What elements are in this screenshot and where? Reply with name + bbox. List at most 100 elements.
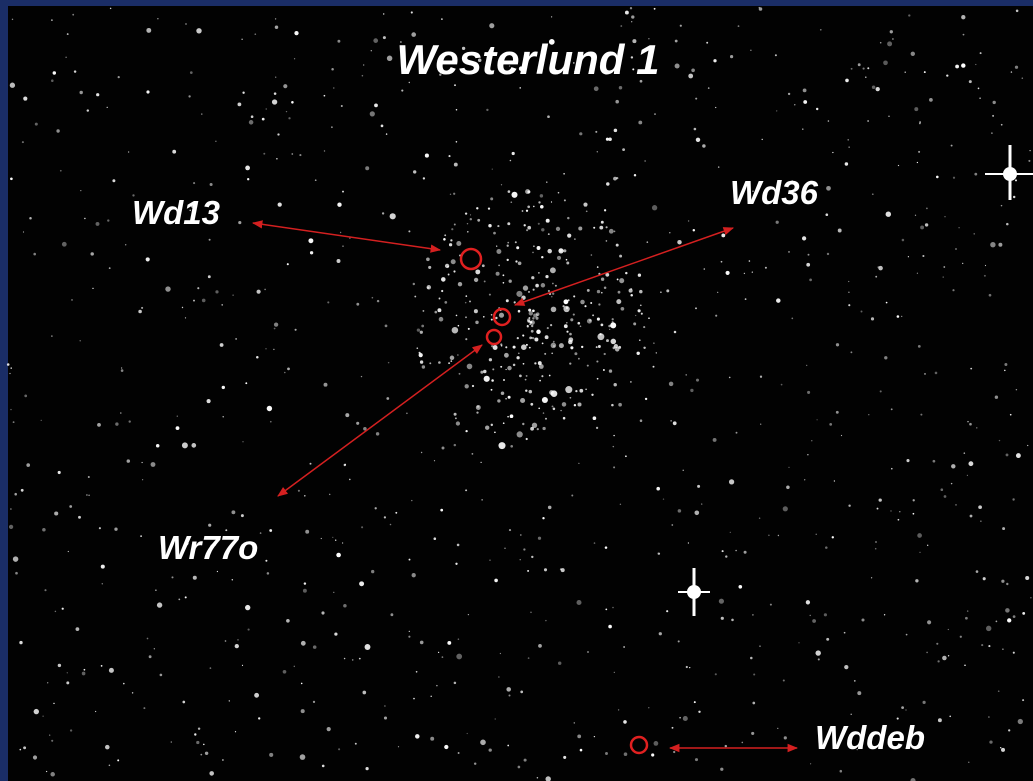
star <box>575 390 577 392</box>
star <box>1002 648 1004 650</box>
star <box>868 414 869 415</box>
star <box>897 315 900 318</box>
star <box>456 654 462 660</box>
star <box>867 120 869 122</box>
star <box>437 308 441 312</box>
star <box>538 644 542 648</box>
star <box>596 360 598 362</box>
star <box>901 706 904 709</box>
star <box>613 383 616 386</box>
star <box>324 150 325 151</box>
star <box>581 346 583 348</box>
star <box>906 459 909 462</box>
star <box>759 7 760 8</box>
star <box>978 505 982 509</box>
star <box>519 87 521 89</box>
star <box>321 611 324 614</box>
star <box>146 257 150 261</box>
star <box>198 727 200 729</box>
star <box>559 343 564 348</box>
star <box>721 617 724 620</box>
star <box>580 749 583 752</box>
star <box>382 212 384 214</box>
star <box>501 391 505 395</box>
star <box>480 462 481 463</box>
star <box>537 246 541 250</box>
star <box>191 443 196 448</box>
star <box>541 375 543 377</box>
star <box>157 18 158 19</box>
star <box>386 397 389 400</box>
star <box>375 507 377 509</box>
star <box>101 565 105 569</box>
star <box>146 90 149 93</box>
star <box>9 373 10 374</box>
star <box>499 313 504 318</box>
star <box>146 28 151 33</box>
star <box>886 211 891 216</box>
star <box>518 261 522 265</box>
star <box>574 238 576 240</box>
star <box>35 123 38 126</box>
star <box>695 758 698 761</box>
star <box>887 41 892 46</box>
star <box>110 8 112 10</box>
star <box>670 420 671 421</box>
star <box>599 226 603 230</box>
star <box>806 600 810 604</box>
star <box>697 485 700 488</box>
star <box>465 302 467 304</box>
star <box>1004 363 1007 366</box>
star <box>601 278 604 281</box>
star <box>983 577 986 580</box>
star <box>362 691 366 695</box>
star <box>951 145 953 147</box>
star <box>526 375 528 377</box>
star <box>422 310 424 312</box>
star <box>689 667 690 668</box>
star <box>663 498 664 499</box>
star <box>141 307 143 309</box>
star <box>474 309 478 313</box>
star <box>890 510 891 511</box>
star <box>521 344 527 350</box>
star <box>890 30 893 33</box>
star <box>788 251 790 253</box>
star <box>713 59 716 62</box>
star <box>451 259 456 264</box>
star <box>520 534 522 536</box>
star <box>653 342 655 344</box>
star <box>101 665 103 667</box>
star <box>496 272 500 276</box>
star <box>468 614 469 615</box>
star <box>13 556 18 561</box>
star <box>811 440 812 441</box>
star <box>452 327 459 334</box>
star <box>534 362 536 364</box>
star <box>927 545 928 546</box>
star <box>911 52 915 56</box>
star <box>342 245 343 246</box>
star <box>609 229 614 234</box>
star <box>421 452 422 453</box>
star <box>579 389 583 393</box>
star <box>880 42 882 44</box>
star <box>373 38 378 43</box>
star <box>1005 608 1010 613</box>
star <box>263 153 265 155</box>
star <box>815 650 820 655</box>
star <box>636 352 639 355</box>
star <box>534 338 538 342</box>
star <box>155 589 156 590</box>
star <box>222 759 224 761</box>
star <box>630 7 632 9</box>
star <box>512 152 515 155</box>
star <box>515 241 517 243</box>
star <box>277 133 279 135</box>
star <box>19 749 21 751</box>
star <box>848 304 850 306</box>
star <box>332 537 333 538</box>
star <box>1011 71 1012 72</box>
star <box>955 248 957 250</box>
star <box>998 243 1002 247</box>
